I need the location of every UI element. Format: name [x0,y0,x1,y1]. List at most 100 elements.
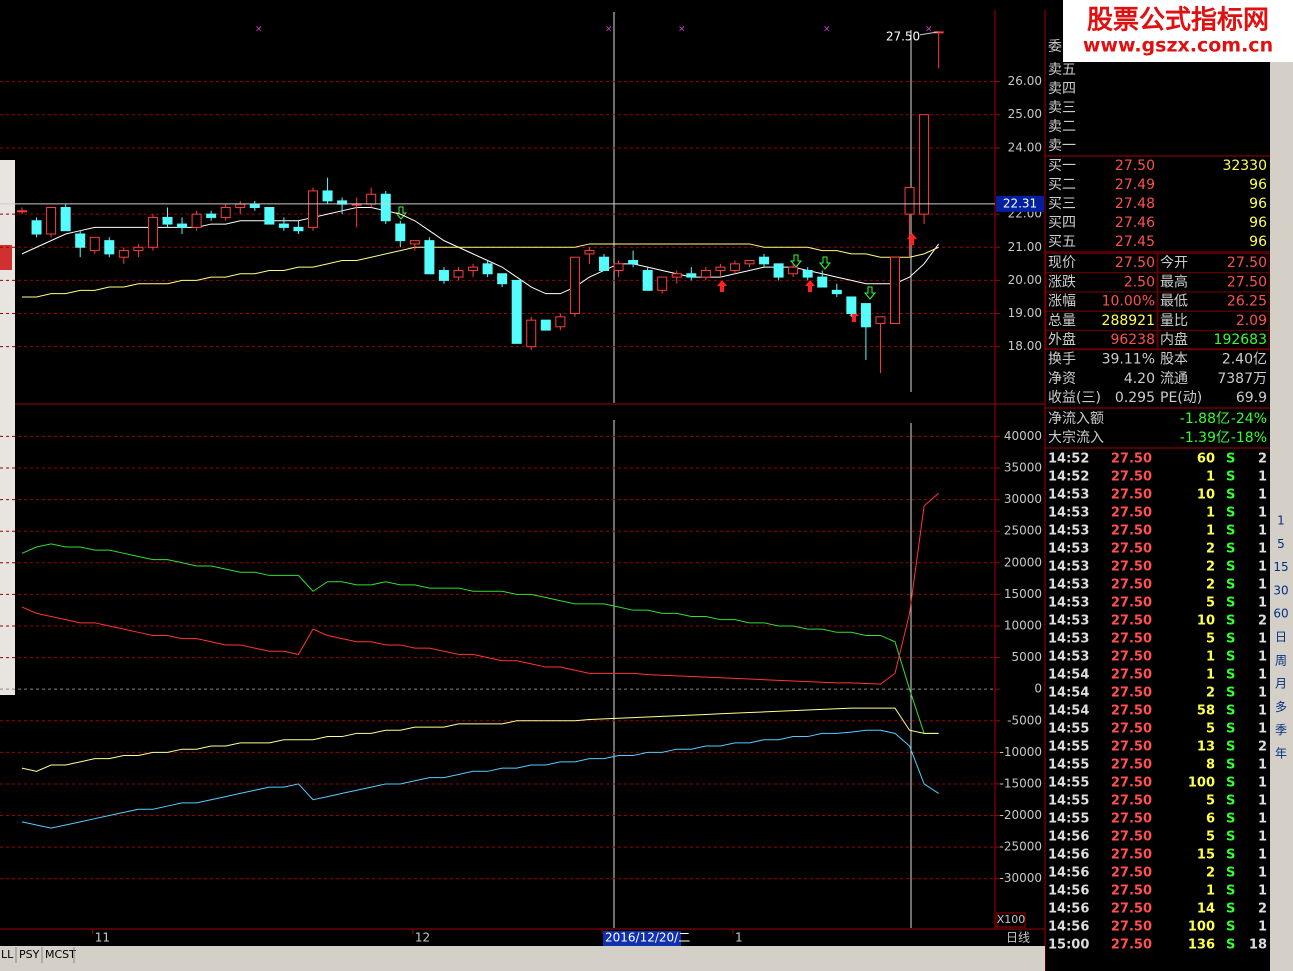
candle-body [46,207,57,235]
popup-close[interactable] [0,245,12,270]
toolbar-button[interactable]: 30 [1273,583,1288,597]
candle-body [802,269,813,278]
candle-body [628,260,639,265]
trade-time: 14:53 [1048,506,1089,521]
marker: × [678,25,686,35]
trade-price: 27.50 [1111,740,1152,755]
toolbar-button[interactable]: 月 [1275,677,1287,691]
trade-volume: 1 [1206,650,1215,665]
y-tick-label: -25000 [999,840,1042,854]
candle-body [715,266,726,271]
bid-price: 27.46 [1115,215,1155,231]
quote-value: 4.20 [1124,371,1155,387]
trade-price: 27.50 [1111,704,1152,719]
trade-price: 27.50 [1111,560,1152,575]
candle-body [31,220,42,235]
candle-body [729,263,740,271]
trade-count: 1 [1258,578,1267,593]
trade-count: 1 [1258,524,1267,539]
markers: × × × × × [255,25,933,35]
trade-side: S [1226,506,1235,521]
quote-label: 量比 [1160,313,1188,329]
trade-volume: 1 [1206,668,1215,683]
trade-count: 2 [1258,614,1267,629]
toolbar-button[interactable]: 5 [1277,537,1285,551]
candle-body [497,273,508,285]
y-tick-label: -20000 [999,808,1042,822]
candle-body [60,207,71,232]
candle-body [744,260,755,265]
candle-body [133,246,144,252]
trade-count: 1 [1258,632,1267,647]
quote-label: 总量 [1048,313,1076,329]
toolbar-button[interactable]: 60 [1273,607,1288,621]
flow-label: 大宗流入 [1048,430,1104,446]
trade-volume: 60 [1197,452,1215,467]
bid-price: 27.48 [1115,196,1155,212]
candle-body [555,316,566,328]
bid-price: 27.50 [1115,158,1155,174]
trade-time: 14:54 [1048,704,1089,719]
trade-side: S [1226,470,1235,485]
quote-value: 7387万 [1217,371,1267,387]
indicator-tab[interactable]: MCST [45,948,76,961]
trade-price: 27.50 [1111,506,1152,521]
indicator-line [21,729,939,829]
trade-count: 1 [1258,596,1267,611]
toolbar-button[interactable]: 1 [1277,514,1285,528]
quote-value: 27.50 [1227,255,1267,271]
toolbar-button[interactable]: 日 [1275,630,1287,644]
candle-body [482,263,493,275]
trade-side: S [1226,884,1235,899]
trade-side: S [1226,686,1235,701]
candle-body [526,319,537,348]
trade-price: 27.50 [1111,542,1152,557]
candle-body [642,269,653,291]
trade-count: 1 [1258,794,1267,809]
toolbar-button[interactable]: 周 [1275,653,1287,667]
trade-volume: 2 [1206,686,1215,701]
y-tick-label: 20000 [1004,555,1042,569]
candle-body [264,207,275,225]
quote-value: 2.40亿 [1222,352,1267,368]
trade-volume: 15 [1197,848,1215,863]
trade-time: 14:55 [1048,722,1089,737]
candle-body [395,223,406,242]
trade-price: 27.50 [1111,614,1152,629]
bid-volume: 96 [1249,196,1267,212]
trade-side: S [1226,938,1235,953]
indicator-tab[interactable]: PSY [19,948,40,961]
candle-body [424,240,435,275]
candle-body [206,213,217,218]
trade-volume: 100 [1188,920,1215,935]
quote-label: 最高 [1160,273,1188,290]
ask-label: 卖四 [1048,81,1076,97]
trade-count: 1 [1258,650,1267,665]
candle-body [831,289,842,295]
candle-body [220,207,231,218]
trade-price: 27.50 [1111,488,1152,503]
toolbar-button[interactable]: 季 [1275,723,1287,737]
candle-body [468,266,479,271]
trade-count: 1 [1258,848,1267,863]
bid-price: 27.49 [1115,177,1155,193]
trade-price: 27.50 [1111,794,1152,809]
trade-side: S [1226,560,1235,575]
trade-side: S [1226,812,1235,827]
trade-price: 27.50 [1111,668,1152,683]
high-pointer [919,31,939,36]
indicator-tab[interactable]: LL [1,948,14,961]
trade-time: 14:56 [1048,866,1089,881]
candle-body [904,187,915,215]
period-label[interactable]: 日线 [1006,931,1030,945]
toolbar-button[interactable]: 多 [1275,700,1287,714]
quote-value: 26.25 [1227,294,1267,310]
candle-body [919,114,930,215]
toolbar-button[interactable]: 年 [1275,747,1287,761]
candle-body [584,250,595,255]
trade-side: S [1226,848,1235,863]
trade-count: 1 [1258,758,1267,773]
candle-body [235,203,246,209]
toolbar-button[interactable]: 15 [1273,560,1288,574]
y-tick-label: 19.00 [1008,306,1042,320]
